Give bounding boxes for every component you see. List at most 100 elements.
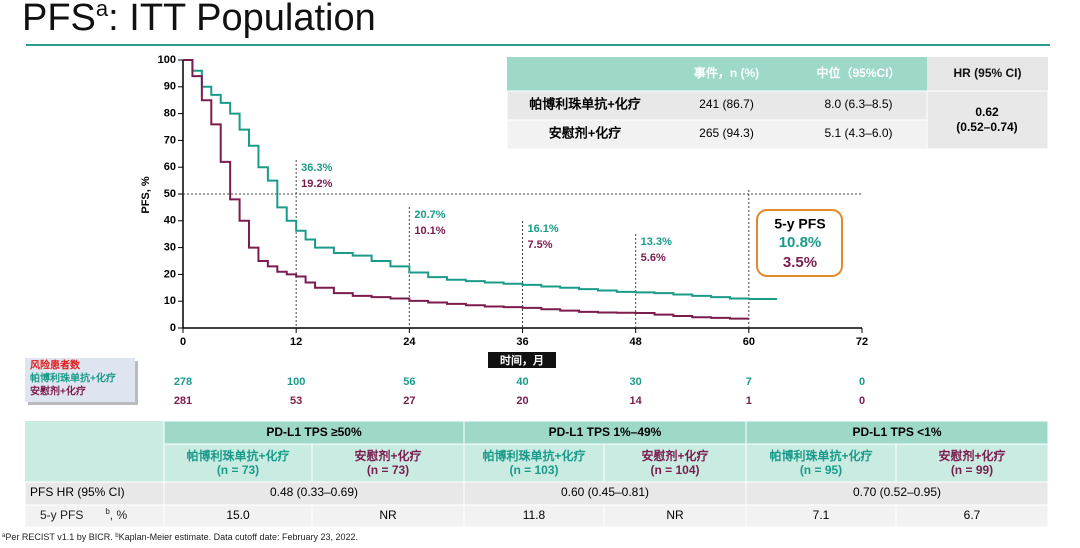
pfs-box-value: 10.8% — [779, 234, 822, 251]
risk-count: 20 — [516, 395, 528, 407]
y-tick-label: 90 — [164, 81, 176, 93]
x-tick-label: 36 — [516, 336, 528, 348]
risk-label-box — [25, 358, 135, 402]
risk-count: 281 — [174, 395, 192, 407]
table-row-label: 安慰剂+化疗 — [549, 125, 622, 140]
risk-count: 1 — [746, 395, 752, 407]
footnote: aPer RECIST v1.1 by BICR. bKaplan-Meier … — [2, 532, 358, 542]
table-header-text: HR (95% CI) — [953, 66, 1021, 80]
landmark-label: 16.1% — [528, 223, 559, 235]
risk-count: 0 — [859, 376, 865, 388]
arm-name: 帕博利珠单抗+化疗 — [186, 448, 289, 463]
table-row — [506, 90, 928, 121]
y-tick-label: 40 — [164, 215, 176, 227]
risk-arm: 安慰剂+化疗 — [30, 385, 86, 398]
risk-count: 7 — [746, 376, 752, 388]
landmark-label: 19.2% — [301, 178, 332, 190]
table-header — [507, 57, 927, 91]
title-rest: : ITT Population — [108, 0, 376, 39]
landmark-label: 5.6% — [641, 252, 666, 264]
y-tick-label: 10 — [164, 295, 176, 307]
group-header-text: PD-L1 TPS ≥50% — [266, 425, 362, 439]
group-header-text: PD-L1 TPS <1% — [852, 425, 941, 439]
x-tick-label: 12 — [290, 336, 302, 348]
title-main: PFS — [22, 0, 96, 39]
y-tick-label: 100 — [158, 54, 176, 66]
km-curve — [183, 59, 778, 301]
pfs-box-title: 5-y PFS — [774, 216, 825, 232]
title-sup: a — [96, 0, 109, 21]
y-tick-label: 60 — [164, 161, 176, 173]
arm-header — [463, 443, 605, 483]
x-tick-label: 60 — [743, 336, 755, 348]
slide-title: PFSa: ITT Population — [22, 0, 376, 39]
arm-n: (n = 104) — [650, 463, 699, 477]
pfs-sup: b — [105, 507, 110, 516]
table-cell-text: 265 (94.3) — [699, 126, 754, 140]
pfs-value: NR — [379, 508, 397, 522]
hr-cell — [745, 481, 1049, 506]
risk-count: 0 — [859, 395, 865, 407]
footnote-sup: a — [2, 533, 6, 539]
risk-count: 27 — [403, 395, 415, 407]
risk-count: 278 — [174, 376, 192, 388]
risk-arm: 帕博利珠单抗+化疗 — [30, 372, 116, 385]
y-tick-label: 0 — [170, 322, 176, 334]
group-header-text: PD-L1 TPS 1%–49% — [549, 425, 662, 439]
arm-name: 安慰剂+化疗 — [938, 448, 1005, 463]
landmark-label: 36.3% — [301, 162, 332, 174]
row-label-cell — [24, 504, 165, 528]
x-tick-label: 24 — [403, 336, 416, 348]
x-tick-label: 72 — [856, 336, 868, 348]
arm-n: (n = 73) — [367, 463, 409, 477]
arm-n: (n = 103) — [509, 463, 558, 477]
sub-header-left — [25, 421, 164, 482]
risk-count: 100 — [287, 376, 305, 388]
arm-header — [745, 443, 897, 483]
table-cell-text: 5.1 (4.3–6.0) — [824, 126, 892, 140]
hr-value: 0.70 (0.52–0.95) — [853, 485, 941, 499]
y-tick-label: 30 — [164, 242, 176, 254]
pfs-value: 7.1 — [813, 508, 830, 522]
hr-ci: (0.52–0.74) — [956, 120, 1017, 134]
table-header-text: 中位（95%CI） — [816, 65, 900, 80]
pfs-row-label: 5-y PFS b, % — [40, 507, 127, 522]
pfs-label: 5-y PFS — [40, 508, 83, 522]
x-tick-label: 0 — [180, 336, 186, 348]
arm-header — [895, 443, 1049, 483]
y-tick-label: 50 — [164, 188, 176, 200]
pfs-suffix: , % — [110, 508, 128, 522]
footnote-text: Kaplan-Meier estimate. Data cutoff date:… — [119, 532, 358, 542]
risk-count: 40 — [516, 376, 528, 388]
arm-n: (n = 99) — [951, 463, 993, 477]
risk-count: 53 — [290, 395, 302, 407]
risk-title: 风险患者数 — [30, 359, 81, 372]
y-tick-label: 20 — [164, 268, 176, 280]
pfs-value: NR — [666, 508, 684, 522]
arm-n: (n = 95) — [800, 463, 842, 477]
table-cell — [926, 90, 1049, 150]
table-cell-text: 241 (86.7) — [699, 97, 754, 111]
risk-count: 30 — [630, 376, 642, 388]
x-tick-label: 48 — [630, 336, 642, 348]
x-axis-label: 时间，月 — [500, 353, 544, 367]
risk-count: 56 — [403, 376, 415, 388]
landmark-label: 13.3% — [641, 236, 672, 248]
table-row-label: 帕博利珠单抗+化疗 — [529, 96, 641, 111]
arm-header — [311, 443, 465, 483]
arm-name: 安慰剂+化疗 — [641, 448, 708, 463]
y-tick-label: 70 — [164, 134, 176, 146]
arm-name: 帕博利珠单抗+化疗 — [769, 448, 872, 463]
arm-n: (n = 73) — [217, 463, 259, 477]
footnote-text: Per RECIST v1.1 by BICR. — [5, 532, 115, 542]
hr-row-label: PFS HR (95% CI) — [30, 485, 125, 499]
pfs-box-value: 3.5% — [783, 254, 817, 271]
table-cell-text: 8.0 (6.3–8.5) — [824, 97, 892, 111]
pfs-box — [756, 209, 843, 277]
table-header-text: 事件，n (%) — [694, 65, 759, 80]
km-curve — [183, 59, 749, 320]
hr-value: 0.48 (0.33–0.69) — [270, 485, 358, 499]
table-header — [927, 57, 1048, 91]
y-axis-label: PFS, % — [140, 176, 152, 214]
